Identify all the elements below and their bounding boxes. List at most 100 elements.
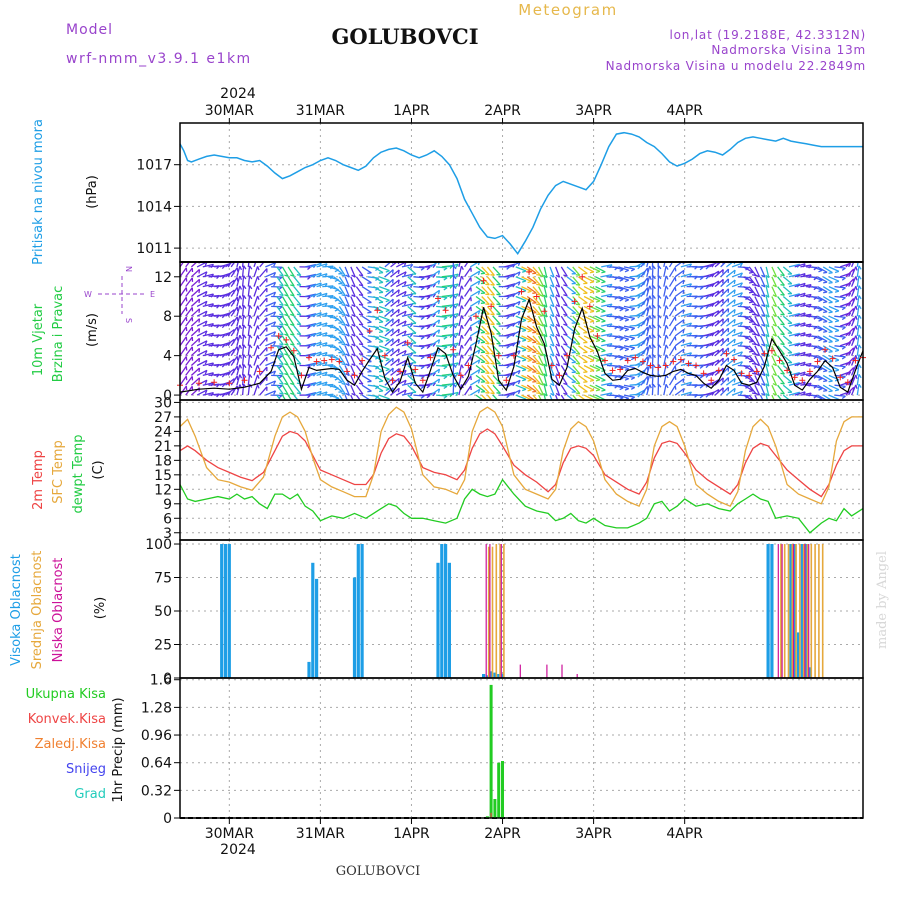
wind-arrow-head bbox=[576, 373, 580, 374]
wind-arrow-head bbox=[497, 344, 501, 345]
wind-arrow bbox=[863, 344, 874, 346]
wind-arrow bbox=[322, 355, 333, 356]
wind-arrow-head bbox=[734, 319, 735, 323]
wind-arrow-head bbox=[871, 393, 874, 396]
wind-arrow-head bbox=[359, 324, 363, 325]
wind-arrow-head bbox=[497, 294, 501, 295]
wind-arrow-head bbox=[734, 388, 735, 392]
wind-arrow bbox=[863, 314, 874, 316]
wind-arrow-head bbox=[279, 364, 283, 365]
bottom-day-label: 31MAR bbox=[296, 826, 345, 842]
altitude-text: Nadmorska Visina 13m bbox=[711, 43, 866, 57]
wind-arrow-head bbox=[675, 346, 676, 350]
low-cloud-bar bbox=[546, 665, 547, 678]
ytick-label: 0.32 bbox=[141, 783, 172, 799]
wind-arrow-head bbox=[279, 344, 283, 345]
wind-arrow-head bbox=[536, 275, 540, 276]
wind-arrow-head bbox=[871, 294, 874, 297]
wind-arrow-head bbox=[497, 383, 501, 384]
wind-arrow-head bbox=[359, 393, 363, 394]
wind-arrow bbox=[652, 384, 653, 395]
high-cloud-bar bbox=[353, 578, 356, 679]
wind-arrow-head bbox=[491, 314, 495, 315]
wind-arrow-head bbox=[871, 373, 874, 376]
wind-arrow-head bbox=[781, 275, 785, 276]
wind-arrow-head bbox=[367, 352, 371, 353]
wind-arrow-head bbox=[683, 329, 684, 333]
wind-arrow-head bbox=[752, 393, 756, 394]
temp-ylabel-2m: 2m Temp bbox=[31, 450, 46, 510]
wind-arrow-head bbox=[590, 272, 594, 273]
wind-arrow-head bbox=[297, 314, 301, 315]
ytick-label: 50 bbox=[154, 604, 172, 620]
high-cloud-bar bbox=[440, 544, 443, 678]
wind-arrow-head bbox=[497, 314, 501, 315]
mid-cloud-bar bbox=[496, 544, 498, 678]
wind-arrow-head bbox=[398, 300, 399, 304]
wind-arrow-head bbox=[359, 275, 363, 276]
wind-arrow-head bbox=[749, 292, 753, 293]
top-day-label: 4APR bbox=[666, 103, 703, 119]
wind-arrow bbox=[322, 365, 333, 366]
wind-arrow-head bbox=[536, 383, 540, 384]
wind-arrow-head bbox=[590, 361, 594, 362]
wind-arrow bbox=[322, 335, 333, 336]
wind-arrow-head bbox=[601, 272, 605, 273]
wind-arrow-head bbox=[576, 314, 580, 315]
top-day-label: 3APR bbox=[575, 103, 612, 119]
wind-arrow-head bbox=[367, 322, 371, 323]
wind-arrow-head bbox=[749, 322, 753, 323]
wind-arrow-head bbox=[536, 324, 540, 325]
low-cloud-bar bbox=[778, 544, 779, 678]
wind-arrow-head bbox=[590, 380, 594, 381]
wind-arrow-head bbox=[497, 284, 501, 285]
high-cloud-bar bbox=[357, 544, 360, 678]
wind-arrow-head bbox=[871, 354, 874, 357]
wind-arrow-head bbox=[829, 352, 833, 353]
mid-cloud-bar bbox=[814, 544, 816, 678]
wind-arrow-head bbox=[398, 270, 399, 274]
wind-arrow bbox=[322, 276, 333, 277]
ytick-label: 0 bbox=[163, 811, 172, 827]
wind-arrow-head bbox=[749, 302, 753, 303]
wind-arrow-head bbox=[393, 319, 394, 323]
pressure-ylabel: Pritisak na nivou mora (hPa) bbox=[31, 119, 100, 265]
wind-arrow bbox=[322, 286, 333, 287]
mid-cloud-bar bbox=[788, 544, 790, 678]
wind-arrow-head bbox=[749, 282, 753, 283]
wind-arrow-head bbox=[823, 331, 827, 332]
wind-arrow bbox=[322, 296, 333, 297]
top-day-label: 2APR bbox=[484, 103, 521, 119]
wind-arrow-head bbox=[199, 338, 200, 342]
wind-arrow-head bbox=[398, 369, 399, 373]
wind-arrow-head bbox=[723, 309, 724, 313]
low-cloud-bar bbox=[808, 544, 809, 678]
wind-arrow bbox=[652, 305, 653, 316]
wind-ylabel-unit: (m/s) bbox=[85, 313, 100, 347]
temp-ylabel: 2m Temp SFC Temp dewpt Temp (C) bbox=[31, 434, 106, 513]
wind-arrow bbox=[322, 316, 333, 317]
wind-arrow-head bbox=[393, 309, 394, 313]
wind-arrow-head bbox=[871, 334, 874, 337]
wind-arrow-head bbox=[781, 383, 785, 384]
wind-arrow-head bbox=[734, 290, 735, 294]
cloud-ylabel-mid: Srednja Oblacnost bbox=[30, 551, 45, 670]
wind-arrow-head bbox=[749, 361, 753, 362]
wind-arrow bbox=[863, 265, 874, 267]
wind-arrow-head bbox=[491, 324, 495, 325]
wind-arrow-head bbox=[752, 295, 756, 296]
low-cloud-bar bbox=[489, 544, 490, 678]
mid-cloud-bar bbox=[795, 544, 797, 678]
mid-cloud-bar bbox=[807, 544, 809, 678]
wind-arrow-head bbox=[590, 282, 594, 283]
wind-arrow-head bbox=[367, 372, 371, 373]
wind-arrow-head bbox=[829, 332, 833, 333]
wind-arrow-head bbox=[823, 282, 827, 283]
legend-frozen-rain: Zaledj.Kisa bbox=[35, 737, 106, 752]
wind-arrow-head bbox=[576, 294, 580, 295]
wind-arrow-head bbox=[237, 268, 238, 272]
wind-arrow-head bbox=[829, 292, 833, 293]
